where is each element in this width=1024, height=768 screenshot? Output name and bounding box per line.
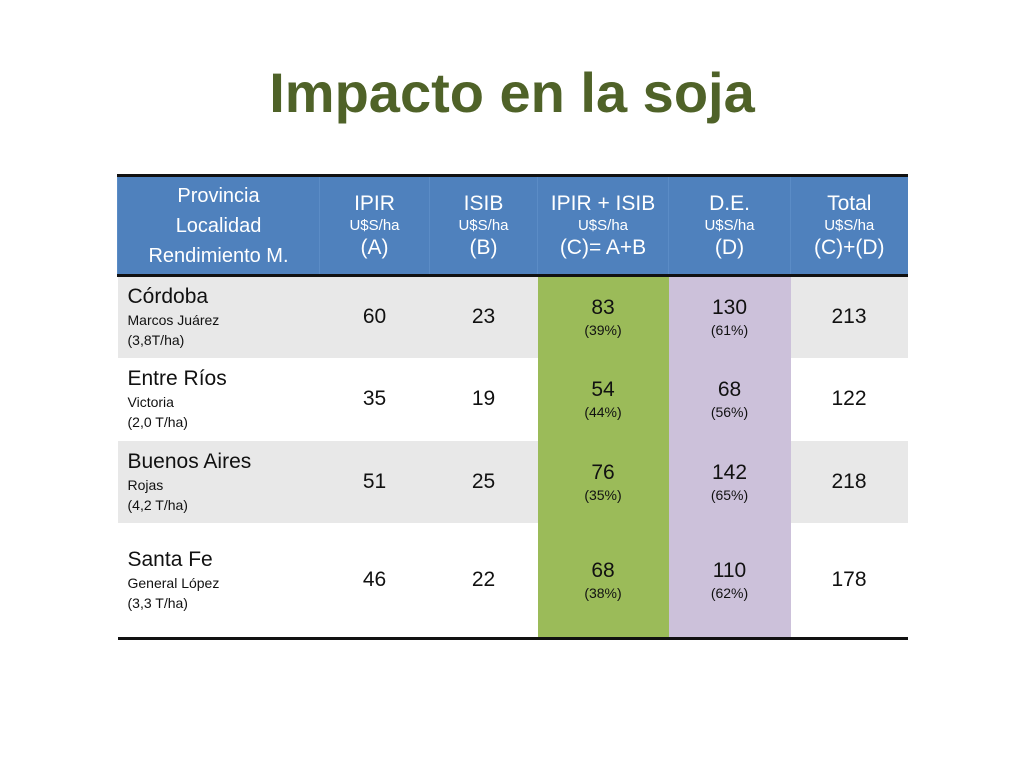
ipir-cell: 51: [319, 440, 430, 523]
de-value: 110: [712, 558, 747, 582]
yield-value: (3,3 T/ha): [127, 594, 188, 611]
de-value: 68: [717, 378, 742, 401]
province-name: Entre Ríos: [127, 367, 227, 390]
soy-impact-table: Provincia Localidad Rendimiento M. IPIR …: [117, 174, 908, 640]
header-ipir-unit: U$S/ha: [349, 216, 400, 234]
table-header-row: Provincia Localidad Rendimiento M. IPIR …: [117, 175, 908, 277]
ipir-isib-percent: (44%): [584, 404, 622, 420]
header-de-title: D.E.: [709, 191, 750, 215]
province-name: Santa Fe: [127, 547, 213, 571]
de-value: 142: [711, 460, 748, 484]
header-ipir-isib: IPIR + ISIB U$S/ha (C)= A+B: [537, 175, 669, 277]
total-cell: 122: [790, 357, 908, 441]
province-cell: Santa Fe General López (3,3 T/ha): [117, 522, 320, 639]
ipir-cell: 60: [319, 275, 430, 358]
ipir-isib-value: 76: [591, 460, 615, 484]
ipir-isib-percent: (35%): [584, 486, 622, 503]
header-total-unit: U$S/ha: [824, 216, 875, 234]
table-row: Córdoba Marcos Juárez (3,8T/ha) 60 23 83…: [117, 275, 908, 358]
ipir-isib-percent: (38%): [584, 584, 622, 601]
table-row: Santa Fe General López (3,3 T/ha) 46 22 …: [117, 522, 908, 639]
locality-name: General López: [127, 574, 220, 591]
table-row: Entre Ríos Victoria (2,0 T/ha) 35 19 54 …: [117, 357, 908, 441]
de-cell: 142 (65%): [668, 440, 791, 523]
header-province-line2: Localidad: [175, 214, 262, 237]
de-cell: 130 (61%): [668, 275, 791, 358]
locality-name: Rojas: [127, 476, 164, 493]
de-percent: (56%): [710, 404, 749, 420]
header-ipir: IPIR U$S/ha (A): [319, 175, 430, 277]
ipir-isib-cell: 76 (35%): [537, 440, 669, 523]
header-province-line1: Provincia: [177, 184, 260, 207]
locality-name: Marcos Juárez: [127, 312, 220, 329]
total-cell: 218: [790, 440, 908, 523]
header-total-ref: (C)+(D): [813, 235, 885, 259]
isib-cell: 25: [429, 440, 538, 523]
ipir-cell: 46: [319, 522, 430, 639]
header-de-ref: (D): [714, 235, 745, 259]
yield-value: (2,0 T/ha): [127, 414, 188, 430]
isib-cell: 22: [429, 522, 538, 639]
ipir-isib-percent: (39%): [584, 322, 622, 339]
header-total: Total U$S/ha (C)+(D): [790, 175, 908, 277]
province-cell: Entre Ríos Victoria (2,0 T/ha): [117, 357, 320, 441]
de-percent: (65%): [710, 486, 749, 503]
province-name: Buenos Aires: [127, 449, 252, 473]
de-value: 130: [711, 296, 748, 320]
header-ipir-isib-unit: U$S/ha: [577, 216, 629, 234]
isib-cell: 23: [429, 275, 538, 358]
slide-title: Impacto en la soja: [269, 61, 755, 124]
total-cell: 213: [790, 275, 908, 358]
header-ipir-ref: (A): [360, 235, 389, 259]
header-de: D.E. U$S/ha (D): [668, 175, 791, 277]
header-total-title: Total: [827, 191, 872, 215]
total-cell: 178: [790, 522, 908, 639]
header-de-unit: U$S/ha: [704, 216, 755, 234]
ipir-isib-value: 68: [591, 558, 615, 582]
province-cell: Córdoba Marcos Juárez (3,8T/ha): [117, 275, 320, 358]
header-ipir-title: IPIR: [354, 191, 395, 215]
de-percent: (62%): [710, 584, 749, 601]
table-row: Buenos Aires Rojas (4,2 T/ha) 51 25 76 (…: [117, 440, 908, 523]
isib-cell: 19: [429, 357, 538, 441]
de-cell: 110 (62%): [668, 522, 791, 639]
header-ipir-isib-ref: (C)= A+B: [559, 235, 647, 259]
de-percent: (61%): [710, 322, 749, 339]
province-cell: Buenos Aires Rojas (4,2 T/ha): [117, 440, 320, 523]
province-name: Córdoba: [127, 285, 209, 309]
header-province: Provincia Localidad Rendimiento M.: [117, 175, 320, 277]
header-province-line3: Rendimiento M.: [148, 244, 289, 267]
ipir-isib-value: 83: [591, 296, 615, 320]
header-isib-unit: U$S/ha: [458, 216, 509, 234]
ipir-isib-cell: 83 (39%): [537, 275, 669, 358]
ipir-isib-cell: 54 (44%): [537, 357, 669, 441]
header-isib: ISIB U$S/ha (B): [429, 175, 538, 277]
header-isib-ref: (B): [469, 235, 498, 259]
ipir-cell: 35: [319, 357, 430, 441]
ipir-isib-cell: 68 (38%): [537, 522, 669, 639]
ipir-isib-value: 54: [591, 378, 615, 401]
locality-name: Victoria: [127, 394, 174, 410]
yield-value: (3,8T/ha): [127, 332, 185, 349]
header-isib-title: ISIB: [463, 191, 504, 215]
de-cell: 68 (56%): [668, 357, 791, 441]
yield-value: (4,2 T/ha): [127, 496, 188, 513]
header-ipir-isib-title: IPIR + ISIB: [550, 191, 656, 215]
